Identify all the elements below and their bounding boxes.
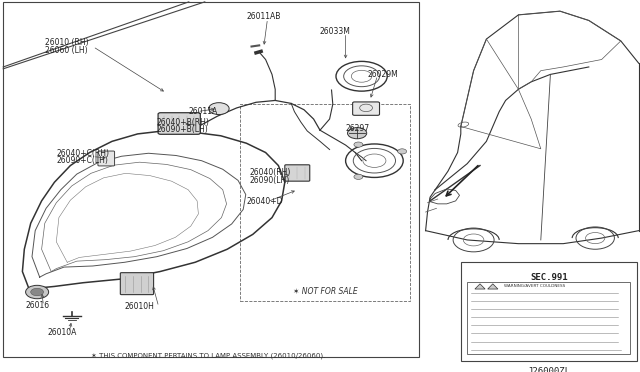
FancyBboxPatch shape bbox=[120, 273, 154, 295]
FancyArrowPatch shape bbox=[103, 151, 108, 154]
Bar bbox=[240, 104, 410, 301]
Text: 26010H: 26010H bbox=[125, 302, 155, 311]
Circle shape bbox=[348, 128, 367, 139]
Polygon shape bbox=[475, 284, 485, 289]
Text: WARNING/AVERT COULDNESS: WARNING/AVERT COULDNESS bbox=[504, 285, 566, 288]
Text: 26040(RH): 26040(RH) bbox=[250, 169, 291, 177]
Text: 26090(LH): 26090(LH) bbox=[250, 176, 290, 185]
FancyBboxPatch shape bbox=[98, 151, 115, 166]
Text: 26090+C(LH): 26090+C(LH) bbox=[56, 156, 108, 165]
Circle shape bbox=[209, 103, 229, 115]
FancyBboxPatch shape bbox=[285, 165, 310, 181]
Text: SEC.991: SEC.991 bbox=[530, 273, 568, 282]
Bar bbox=[3, 2, 419, 357]
Text: 26060 (LH): 26060 (LH) bbox=[45, 46, 88, 55]
Text: 26011AB: 26011AB bbox=[246, 12, 281, 21]
Text: J26000ZL: J26000ZL bbox=[527, 367, 570, 372]
Text: 26029M: 26029M bbox=[368, 70, 399, 79]
Text: 26040+D: 26040+D bbox=[246, 197, 283, 206]
Polygon shape bbox=[488, 284, 498, 289]
Text: 26010A: 26010A bbox=[48, 328, 77, 337]
Text: 26297: 26297 bbox=[346, 124, 370, 133]
Text: 26016: 26016 bbox=[26, 301, 50, 310]
Bar bbox=[461, 262, 637, 361]
Circle shape bbox=[354, 174, 363, 179]
Text: 26090+B(LH): 26090+B(LH) bbox=[157, 125, 209, 134]
FancyBboxPatch shape bbox=[353, 102, 380, 115]
Text: ✶ THIS COMPONENT PERTAINS TO LAMP ASSEMBLY (26010/26060).: ✶ THIS COMPONENT PERTAINS TO LAMP ASSEMB… bbox=[91, 352, 325, 359]
Circle shape bbox=[31, 288, 44, 296]
Circle shape bbox=[354, 142, 363, 147]
Text: 26040+C(RH): 26040+C(RH) bbox=[56, 149, 109, 158]
Text: 26011A: 26011A bbox=[189, 107, 218, 116]
FancyArrowPatch shape bbox=[103, 158, 108, 162]
Circle shape bbox=[397, 149, 406, 154]
Text: ✶ NOT FOR SALE: ✶ NOT FOR SALE bbox=[292, 287, 358, 296]
Text: 26033M: 26033M bbox=[320, 27, 351, 36]
Circle shape bbox=[26, 285, 49, 299]
Text: (26059N): (26059N) bbox=[529, 284, 569, 293]
Text: 26040+B(RH): 26040+B(RH) bbox=[157, 118, 210, 126]
FancyBboxPatch shape bbox=[158, 113, 200, 134]
Bar bbox=[467, 282, 630, 354]
Text: 26010 (RH): 26010 (RH) bbox=[45, 38, 88, 47]
